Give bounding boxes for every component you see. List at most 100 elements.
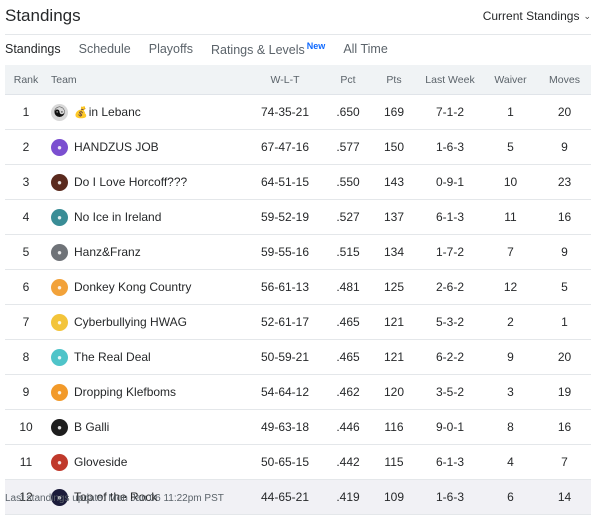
team-name: B Galli [74, 420, 110, 434]
moves-cell: 20 [538, 94, 591, 130]
team-name-link[interactable]: Top of the Rock [74, 490, 157, 504]
column-header-moves[interactable]: Moves [538, 65, 591, 95]
rank-cell: 7 [5, 304, 47, 340]
moves-cell: 20 [538, 339, 591, 375]
team-cell: ● Top of the Rock [47, 479, 245, 515]
moves-cell: 1 [538, 304, 591, 340]
tab-all-time[interactable]: All Time [343, 42, 388, 56]
rank-cell: 1 [5, 94, 47, 130]
tab-standings[interactable]: Standings [5, 42, 61, 56]
team-name-link[interactable]: 💰in Lebanc [74, 105, 141, 119]
standings-dropdown-label: Current Standings [482, 9, 580, 23]
new-badge: New [306, 40, 326, 51]
yin-yang-icon[interactable]: ☯ [51, 103, 68, 121]
last-week-cell: 7-1-2 [417, 94, 483, 130]
tab-ratings-levels[interactable]: Ratings & Levels New [210, 40, 326, 58]
rank-cell: 5 [5, 234, 47, 270]
rank-cell: 8 [5, 339, 47, 375]
team-cell: ● Cyberbullying HWAG [47, 304, 245, 340]
pct-cell: .550 [325, 164, 371, 200]
team-name: The Real Deal [74, 350, 151, 364]
wlt-cell: 59-52-19 [245, 199, 325, 235]
team-name-link[interactable]: Donkey Kong Country [74, 280, 191, 294]
last-week-cell: 1-6-3 [417, 479, 483, 515]
table-row: 7 ● Cyberbullying HWAG 52-61-17.465 121 5-3-2… [5, 304, 591, 340]
page-header: Standings Current Standings ⌄ [5, 0, 591, 32]
team-logo-icon[interactable]: ● [51, 208, 68, 226]
team-name-link[interactable]: The Real Deal [74, 350, 151, 364]
team-name-link[interactable]: HANDZUS JOB [74, 140, 159, 154]
column-header-team[interactable]: Team [47, 65, 245, 95]
team-name: Gloveside [74, 455, 128, 469]
waiver-cell: 3 [483, 374, 538, 410]
team-name-link[interactable]: No Ice in Ireland [74, 210, 161, 224]
header-divider [5, 34, 591, 35]
table-row: 4 ● No Ice in Ireland 59-52-19.527 137 6-1-3 1… [5, 199, 591, 235]
team-name: Do I Love Horcoff??? [74, 175, 188, 189]
waiver-cell: 10 [483, 164, 538, 200]
tab-schedule[interactable]: Schedule [78, 42, 131, 56]
team-name: HANDZUS JOB [74, 140, 159, 154]
wlt-cell: 44-65-21 [245, 479, 325, 515]
team-logo-icon[interactable]: ● [51, 138, 68, 156]
team-logo-icon[interactable]: ● [51, 243, 68, 261]
pct-cell: .481 [325, 269, 371, 305]
wlt-cell: 54-64-12 [245, 374, 325, 410]
column-header-wlt[interactable]: W-L-T [245, 65, 325, 95]
standings-dropdown[interactable]: Current Standings ⌄ [483, 9, 591, 23]
team-name-link[interactable]: Cyberbullying HWAG [74, 315, 187, 329]
waiver-cell: 1 [483, 94, 538, 130]
team-name: No Ice in Ireland [74, 210, 162, 224]
rank-cell: 12 [5, 479, 47, 515]
column-header-waiver[interactable]: Waiver [483, 65, 538, 95]
team-name-link[interactable]: Hanz&Franz [74, 245, 141, 259]
team-cell: ☯ 💰in Lebanc [47, 94, 245, 130]
table-row: 1 ☯ 💰in Lebanc 74-35-21.650 169 7-1-2 1 20 [5, 94, 591, 130]
table-row: 3 ● Do I Love Horcoff??? 64-51-15.550 143 0-9… [5, 164, 591, 200]
team-cell: ● Do I Love Horcoff??? [47, 164, 245, 200]
team-logo-icon[interactable]: ● [51, 418, 68, 436]
team-name: in Lebanc [88, 105, 141, 119]
wlt-cell: 64-51-15 [245, 164, 325, 200]
rank-cell: 9 [5, 374, 47, 410]
wlt-cell: 50-59-21 [245, 339, 325, 375]
last-week-cell: 0-9-1 [417, 164, 483, 200]
column-header-last-week[interactable]: Last Week [417, 65, 483, 95]
team-name-link[interactable]: B Galli [74, 420, 109, 434]
team-name: Dropping Klefboms [74, 385, 177, 399]
team-name-link[interactable]: Do I Love Horcoff??? [74, 175, 187, 189]
wlt-cell: 67-47-16 [245, 129, 325, 165]
last-week-cell: 6-2-2 [417, 339, 483, 375]
team-logo-icon[interactable]: ● [51, 348, 68, 366]
pts-cell: 115 [371, 444, 417, 480]
team-cell: ● Dropping Klefboms [47, 374, 245, 410]
team-cell: ● No Ice in Ireland [47, 199, 245, 235]
pts-cell: 125 [371, 269, 417, 305]
column-header-rank[interactable]: Rank [5, 65, 47, 95]
moves-cell: 16 [538, 199, 591, 235]
team-cell: ● Gloveside [47, 444, 245, 480]
wlt-cell: 56-61-13 [245, 269, 325, 305]
team-logo-icon[interactable]: ● [51, 313, 68, 331]
waiver-cell: 5 [483, 129, 538, 165]
last-week-cell: 6-1-3 [417, 199, 483, 235]
team-name-link[interactable]: Gloveside [74, 455, 127, 469]
waiver-cell: 8 [483, 409, 538, 445]
team-logo-icon[interactable]: ● [51, 453, 68, 471]
last-week-cell: 3-5-2 [417, 374, 483, 410]
table-row: 5 ● Hanz&Franz 59-55-16.515 134 1-7-2 7 9 [5, 234, 591, 270]
team-logo-icon[interactable]: ● [51, 488, 68, 506]
money-bag-icon: 💰 [74, 107, 88, 119]
team-logo-icon[interactable]: ● [51, 173, 68, 191]
column-header-pts[interactable]: Pts [371, 65, 417, 95]
team-logo-icon[interactable]: ● [51, 278, 68, 296]
last-week-cell: 5-3-2 [417, 304, 483, 340]
column-header-pct[interactable]: Pct [325, 65, 371, 95]
tab-playoffs[interactable]: Playoffs [148, 42, 193, 56]
team-logo-icon[interactable]: ● [51, 383, 68, 401]
waiver-cell: 2 [483, 304, 538, 340]
team-name-link[interactable]: Dropping Klefboms [74, 385, 176, 399]
wlt-cell: 59-55-16 [245, 234, 325, 270]
team-name: Top of the Rock [74, 490, 158, 504]
wlt-cell: 49-63-18 [245, 409, 325, 445]
